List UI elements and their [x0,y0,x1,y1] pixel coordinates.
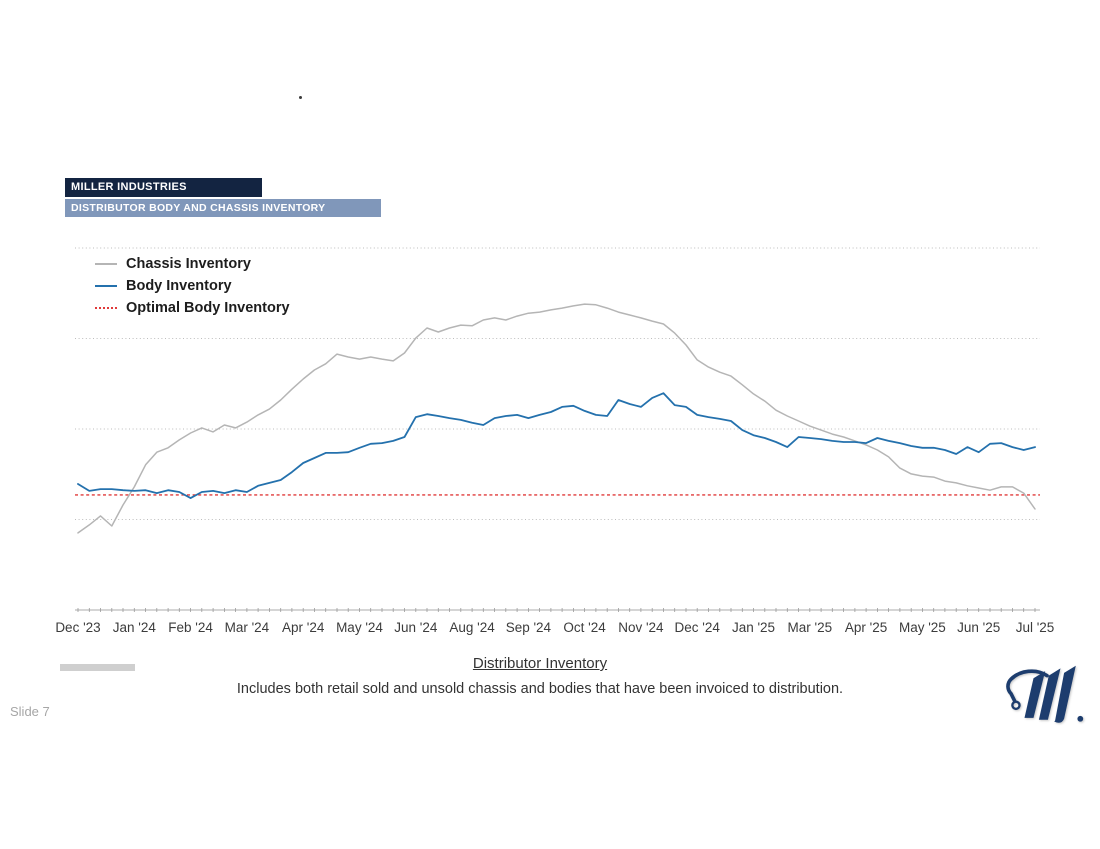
logo-mark [1006,665,1084,723]
footer-divider-bar [60,664,135,671]
legend-item-optimal: Optimal Body Inventory [95,297,290,319]
logo-period-dot [1077,715,1084,722]
svg-text:Oct '24: Oct '24 [563,620,606,635]
caption-title: Distributor Inventory [472,655,608,672]
company-name: MILLER INDUSTRIES [71,181,187,193]
svg-text:Jul '25: Jul '25 [1016,620,1055,635]
svg-text:Nov '24: Nov '24 [618,620,664,635]
legend-item-chassis: Chassis Inventory [95,253,290,275]
optimal-line-swatch [95,307,117,309]
logo-stroke-2 [1038,668,1061,720]
slide-title-bar: DISTRIBUTOR BODY AND CHASSIS INVENTORY [65,199,381,217]
legend-label-body: Body Inventory [126,278,232,294]
svg-text:Jan '25: Jan '25 [732,620,775,635]
logo-hook-arm [1006,669,1049,703]
chart-caption: Distributor Inventory Includes both reta… [0,655,1080,697]
svg-text:Dec '24: Dec '24 [675,620,721,635]
legend-item-body: Body Inventory [95,275,290,297]
slide-number: Slide 7 [10,704,50,719]
svg-text:Sep '24: Sep '24 [506,620,552,635]
slide-title: DISTRIBUTOR BODY AND CHASSIS INVENTORY [71,202,326,214]
stray-dot [299,96,302,99]
logo-stroke-3 [1054,665,1076,723]
legend-label-optimal: Optimal Body Inventory [126,300,290,316]
svg-text:Feb '24: Feb '24 [168,620,213,635]
body-line-swatch [95,285,117,287]
chart-legend: Chassis Inventory Body Inventory Optimal… [95,253,290,319]
logo-hook-ring [1011,700,1021,711]
chassis-line-swatch [95,263,117,265]
legend-label-chassis: Chassis Inventory [126,256,251,272]
svg-text:Jun '24: Jun '24 [394,620,438,635]
svg-text:Aug '24: Aug '24 [449,620,495,635]
svg-text:Dec '23: Dec '23 [55,620,100,635]
caption-body: Includes both retail sold and unsold cha… [236,681,844,697]
svg-text:Jun '25: Jun '25 [957,620,1000,635]
svg-text:Mar '25: Mar '25 [788,620,833,635]
svg-text:Jan '24: Jan '24 [113,620,157,635]
company-header-bar: MILLER INDUSTRIES [65,178,262,197]
svg-text:May '25: May '25 [899,620,946,635]
svg-text:Apr '25: Apr '25 [845,620,887,635]
svg-text:Mar '24: Mar '24 [225,620,270,635]
svg-text:Apr '24: Apr '24 [282,620,325,635]
svg-text:May '24: May '24 [336,620,383,635]
logo-stroke-1 [1024,671,1046,718]
miller-industries-logo [1006,665,1084,723]
